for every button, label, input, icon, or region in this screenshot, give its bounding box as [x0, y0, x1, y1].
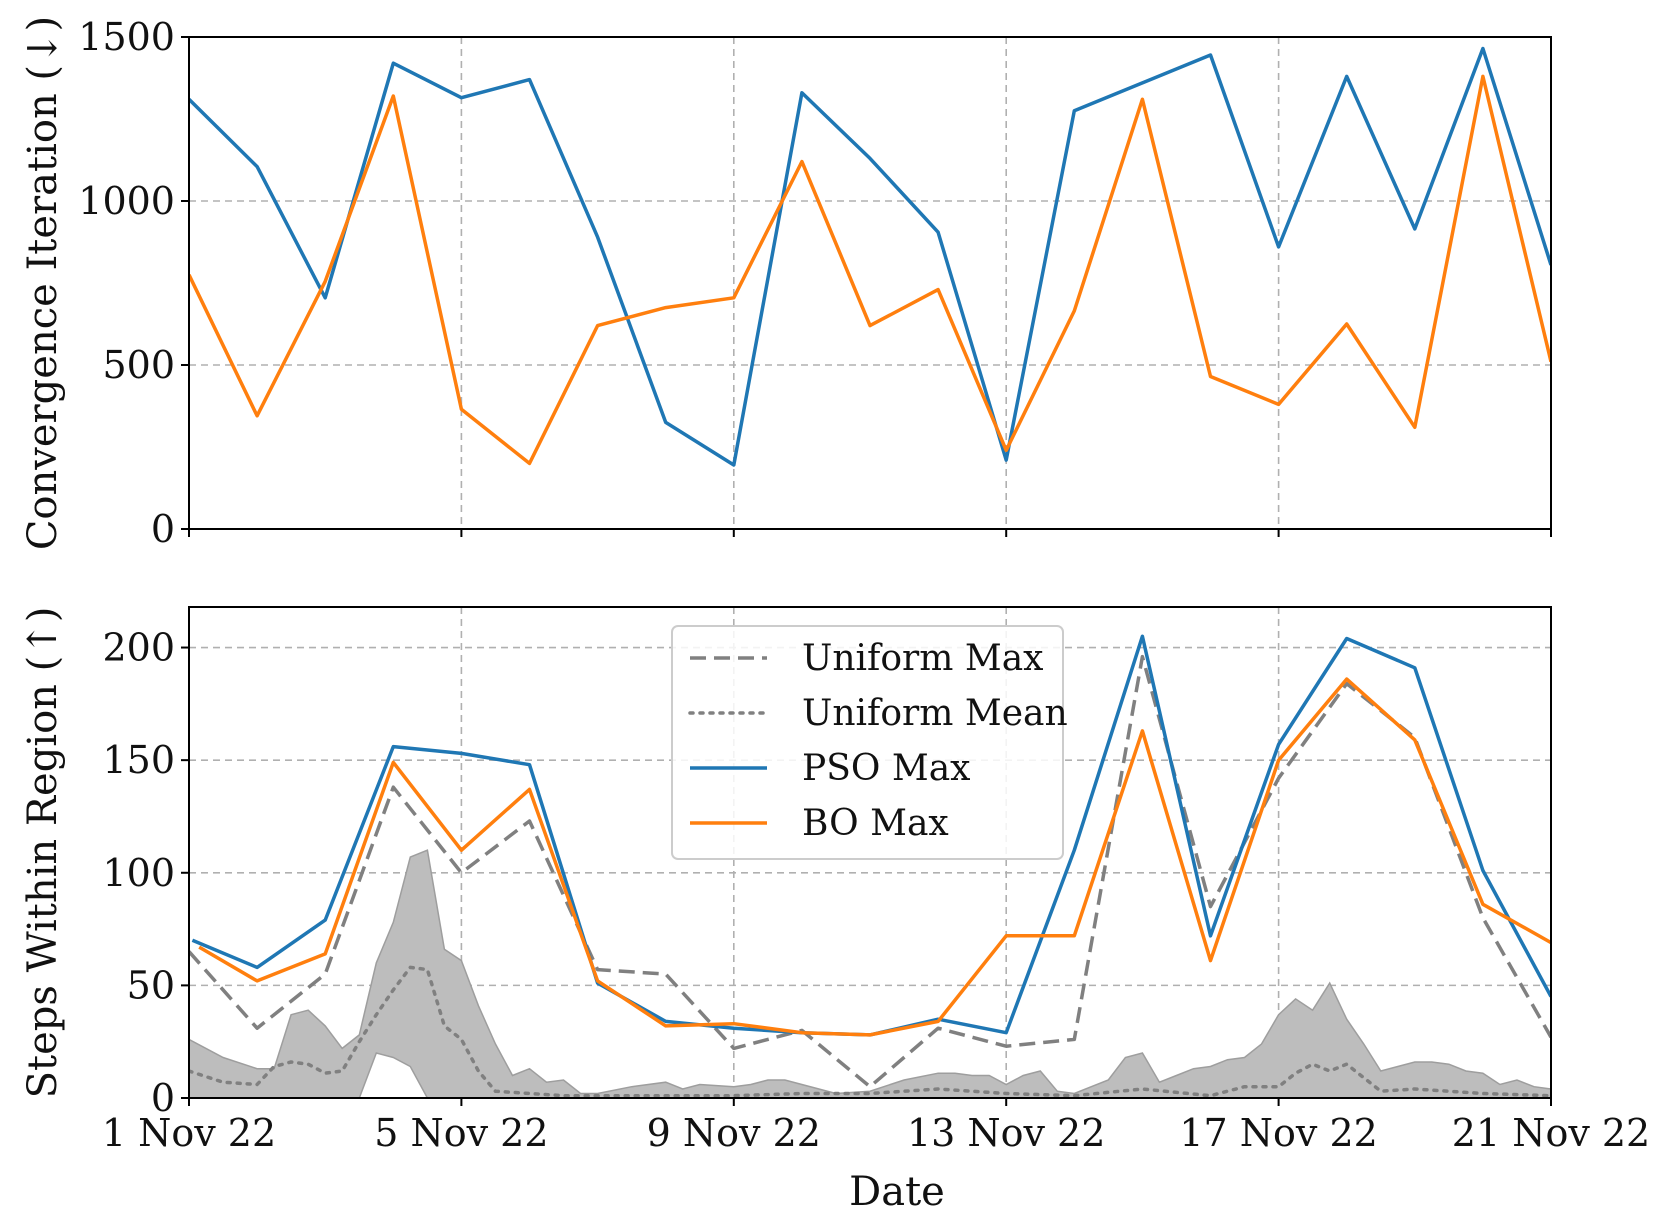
steps-panel: 0 50 100 150 200 1 Nov 22 5 Nov 22 9 Nov 22 13 N… — [20, 606, 1650, 1155]
series-line-uniform-mean — [189, 965, 1551, 1098]
y-axis-label: Convergence Iteration (↓) — [20, 16, 66, 550]
series-line-bo-max — [198, 677, 1551, 1037]
legend-label: BO Max — [802, 803, 949, 844]
y-tick-label: 1500 — [78, 15, 175, 59]
y-tick-label: 1000 — [78, 179, 175, 223]
series-line-bo-max — [189, 74, 1551, 466]
x-tick-label: 13 Nov 22 — [907, 1111, 1105, 1155]
y-axis-label: Steps Within Region (↑) — [20, 607, 66, 1099]
series-line-uniform-max — [189, 654, 1551, 1089]
y-tick-label: 0 — [151, 1076, 175, 1120]
convergence-panel: 0 500 1000 1500 Convergence Iteration (↓) — [20, 15, 1552, 551]
plot-frame — [188, 606, 1552, 1099]
y-tick-label: 0 — [151, 507, 175, 551]
x-tick-label: 17 Nov 22 — [1179, 1111, 1377, 1155]
legend-label: Uniform Mean — [802, 693, 1068, 734]
y-tick-label: 100 — [102, 851, 175, 895]
y-tick-label: 50 — [127, 963, 175, 1007]
legend-box — [671, 625, 1064, 860]
x-tick-label: 5 Nov 22 — [374, 1111, 548, 1155]
x-tick-label: 9 Nov 22 — [647, 1111, 821, 1155]
y-tick-label: 150 — [102, 738, 175, 782]
legend-label: PSO Max — [802, 748, 970, 789]
y-tick-label: 500 — [102, 343, 175, 387]
uniform-range-band — [189, 849, 1551, 1098]
x-tick-label: 21 Nov 22 — [1452, 1111, 1650, 1155]
legend-label: Uniform Max — [802, 638, 1043, 679]
series-line-pso-max — [189, 46, 1551, 467]
x-tick-label: 1 Nov 22 — [102, 1111, 276, 1155]
x-axis-label: Date — [849, 1169, 945, 1215]
y-tick-label: 200 — [102, 626, 175, 670]
plot-area — [189, 46, 1551, 467]
plot-frame — [188, 36, 1552, 530]
plot-area — [189, 634, 1551, 1098]
